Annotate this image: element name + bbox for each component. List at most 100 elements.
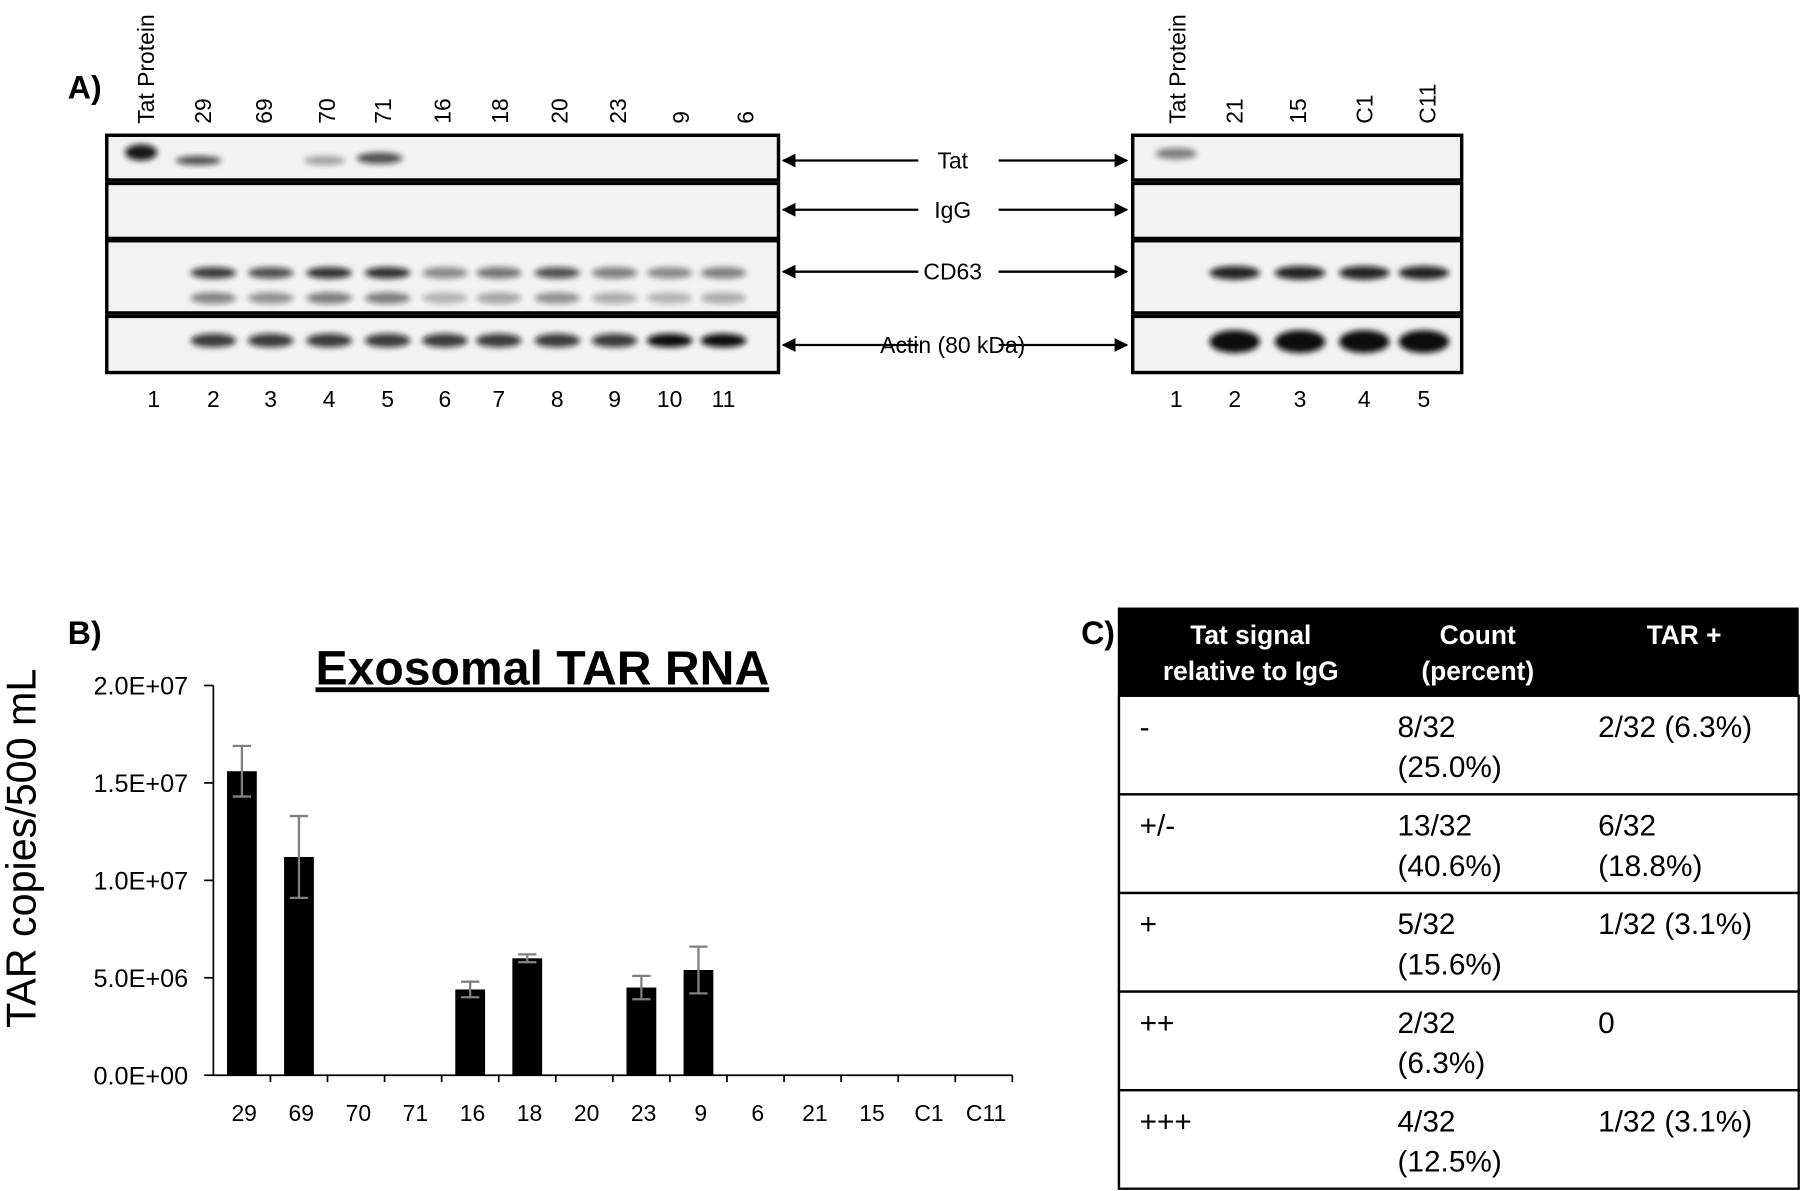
band bbox=[646, 333, 693, 348]
band bbox=[306, 292, 353, 304]
table-cell: (15.6%) bbox=[1397, 948, 1501, 981]
table-cell: + bbox=[1140, 908, 1157, 941]
table-cell: 5/32 bbox=[1397, 908, 1455, 941]
lane-label: 15 bbox=[1285, 98, 1311, 123]
blot-panel bbox=[1130, 181, 1464, 241]
lane-number: 9 bbox=[608, 386, 621, 412]
x-tick-label: 23 bbox=[631, 1100, 656, 1126]
band bbox=[1339, 330, 1390, 354]
header-cell: Tat signal bbox=[1190, 620, 1311, 650]
x-tick-label: 29 bbox=[231, 1100, 256, 1126]
band bbox=[364, 267, 411, 279]
x-tick-label: C1 bbox=[914, 1100, 943, 1126]
band bbox=[534, 292, 581, 304]
band bbox=[1398, 265, 1450, 280]
error-bar bbox=[518, 953, 537, 964]
lane-number: 4 bbox=[323, 386, 336, 412]
lane-label: 70 bbox=[314, 98, 340, 123]
table-cell: (6.3%) bbox=[1397, 1047, 1485, 1080]
label-bg bbox=[918, 193, 999, 226]
blot-panel bbox=[105, 133, 781, 182]
error-bar bbox=[232, 744, 252, 798]
band bbox=[591, 292, 638, 304]
band bbox=[190, 333, 237, 348]
band bbox=[247, 267, 294, 279]
band bbox=[1339, 265, 1390, 280]
band bbox=[646, 292, 693, 304]
y-tick-label: 0.0E+00 bbox=[94, 1062, 189, 1090]
lane-number: 1 bbox=[147, 386, 160, 412]
band bbox=[364, 292, 411, 304]
lane-label: C11 bbox=[1414, 83, 1440, 123]
band bbox=[475, 267, 522, 279]
band bbox=[700, 267, 747, 279]
band bbox=[247, 292, 294, 304]
lane-number: 10 bbox=[657, 386, 682, 412]
lane-label: C1 bbox=[1351, 95, 1377, 124]
error-bar bbox=[289, 814, 309, 900]
error-bar bbox=[632, 974, 651, 1001]
lane-label: 9 bbox=[668, 111, 694, 124]
marker-label: CD63 bbox=[923, 259, 982, 285]
table-header bbox=[1118, 607, 1799, 696]
table-cell: (40.6%) bbox=[1397, 850, 1501, 883]
y-tick-label: 2.0E+07 bbox=[94, 673, 189, 701]
x-tick-label: 18 bbox=[517, 1100, 542, 1126]
lane-label: 71 bbox=[370, 98, 396, 123]
band bbox=[475, 292, 522, 304]
x-tick-label: C11 bbox=[966, 1100, 1006, 1126]
table-cell: 6/32 bbox=[1598, 810, 1656, 843]
table-cell: 1/32 (3.1%) bbox=[1598, 908, 1752, 941]
table-cell: +++ bbox=[1140, 1105, 1192, 1138]
header-cell: TAR + bbox=[1647, 620, 1722, 650]
band bbox=[306, 267, 353, 279]
header-cell: (percent) bbox=[1421, 656, 1534, 686]
band bbox=[1398, 330, 1450, 354]
band bbox=[1209, 330, 1260, 354]
table-cell: (12.5%) bbox=[1397, 1146, 1501, 1179]
y-tick-label: 1.0E+07 bbox=[94, 868, 189, 896]
bar bbox=[626, 987, 657, 1076]
table-cell: 1/32 (3.1%) bbox=[1598, 1105, 1752, 1138]
label-bg bbox=[918, 255, 999, 288]
band bbox=[700, 292, 747, 304]
lane-label: 29 bbox=[190, 98, 216, 123]
band bbox=[646, 267, 693, 279]
x-tick-label: 71 bbox=[403, 1100, 428, 1126]
header-cell: relative to IgG bbox=[1163, 656, 1339, 686]
chart-title: Exosomal TAR RNA bbox=[316, 641, 770, 695]
table-cell: ++ bbox=[1140, 1007, 1175, 1040]
band bbox=[125, 144, 158, 161]
band bbox=[534, 333, 581, 348]
band bbox=[534, 267, 581, 279]
table-cell: 4/32 bbox=[1397, 1105, 1455, 1138]
panel-label: C) bbox=[1081, 615, 1115, 651]
x-tick-label: 6 bbox=[751, 1100, 764, 1126]
panel-label: A) bbox=[68, 70, 102, 106]
band bbox=[475, 333, 522, 348]
x-tick-label: 70 bbox=[346, 1100, 371, 1126]
table-cell: 0 bbox=[1598, 1007, 1615, 1040]
band bbox=[591, 333, 638, 348]
bar bbox=[455, 989, 486, 1076]
label-bg bbox=[918, 144, 999, 177]
band bbox=[1274, 265, 1326, 280]
lane-label: Tat Protein bbox=[1164, 14, 1190, 124]
band bbox=[356, 152, 403, 164]
lane-label: 18 bbox=[487, 98, 513, 123]
table-cell: - bbox=[1140, 711, 1150, 744]
lane-number: 6 bbox=[439, 386, 452, 412]
table-cell: +/- bbox=[1140, 810, 1176, 843]
error-bar bbox=[461, 980, 480, 999]
x-tick-label: 15 bbox=[859, 1100, 884, 1126]
lane-number: 3 bbox=[1294, 386, 1307, 412]
band bbox=[1155, 147, 1197, 160]
band bbox=[1209, 265, 1260, 280]
lane-number: 2 bbox=[207, 386, 220, 412]
marker-label: Actin (80 kDa) bbox=[880, 332, 1025, 358]
label-bg bbox=[918, 328, 999, 362]
band bbox=[421, 292, 468, 304]
band bbox=[421, 333, 468, 348]
lane-label: 6 bbox=[732, 111, 758, 124]
